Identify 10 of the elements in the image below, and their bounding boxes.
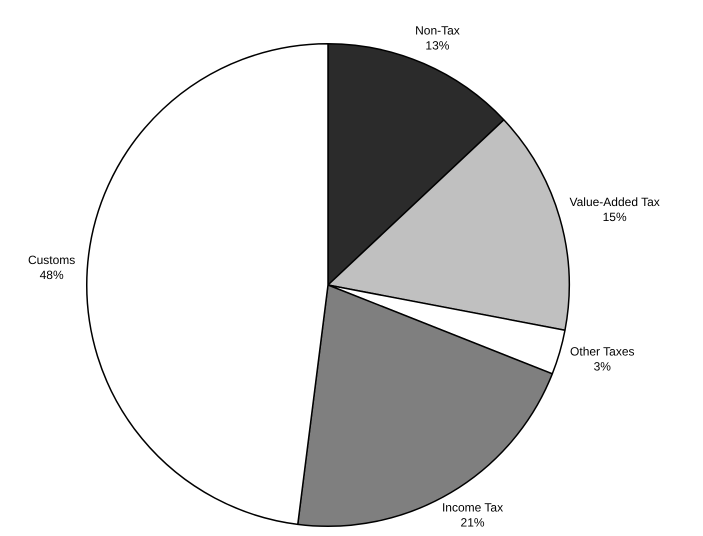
data-label: 3% (594, 360, 612, 374)
slice-label: Customs (28, 252, 76, 267)
slice-label: Other Taxes (570, 344, 634, 359)
data-label: 48% (40, 268, 64, 282)
slice-label: Non-Tax (415, 24, 460, 38)
slice-label: Value-Added Tax (570, 194, 660, 209)
data-label: 21% (460, 516, 485, 530)
data-label: 13% (425, 38, 450, 53)
data-label: 15% (602, 210, 627, 224)
slice-label: Income Tax (442, 500, 504, 515)
